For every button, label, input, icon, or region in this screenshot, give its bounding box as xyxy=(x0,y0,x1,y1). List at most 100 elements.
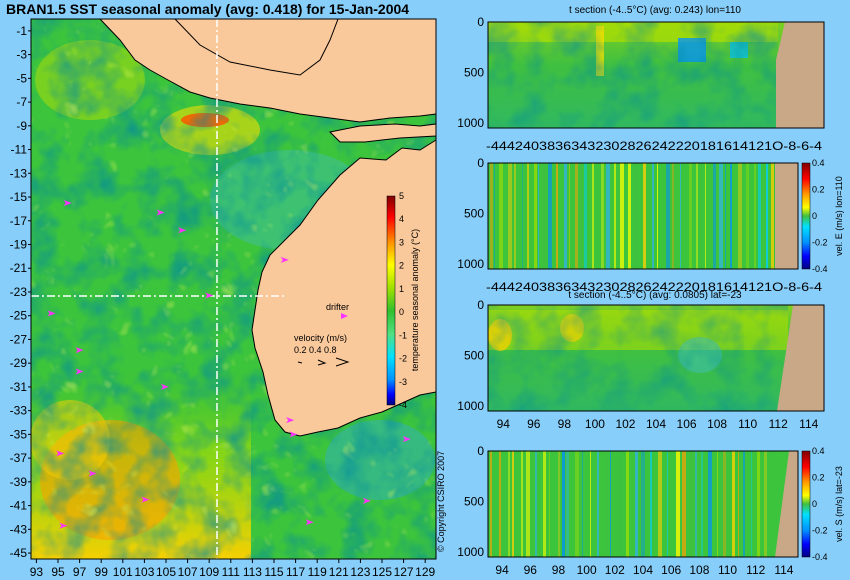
velocity-stripe xyxy=(766,163,768,269)
velocity-stripe xyxy=(597,451,599,557)
velocity-stripe xyxy=(535,451,537,557)
section-t-lon-frame xyxy=(487,21,825,129)
velocity-stripe xyxy=(582,451,583,557)
lon-tick-label: 95 xyxy=(51,565,65,579)
section-vel-lon-stripes xyxy=(490,163,774,269)
velocity-stripe xyxy=(606,451,608,557)
map-colorbar-tick: -4 xyxy=(399,400,407,410)
velocity-stripe xyxy=(494,163,495,269)
section-x-tick-label: 96 xyxy=(527,417,541,431)
map-colorbar-tick: 1 xyxy=(399,284,404,294)
lat-tick-label: -11 xyxy=(11,143,28,157)
velocity-stripe xyxy=(610,451,611,557)
section-x-tick-label: 98 xyxy=(552,563,566,577)
section-t-lat-y-ticks: 0 500 1000 xyxy=(457,298,484,413)
section-vel-lat-field xyxy=(488,451,798,557)
velocity-stripe xyxy=(647,163,649,269)
section-vel-lat-colorbar-ticks: 0.4 0.2 0 -0.2 -0.4 xyxy=(812,446,828,562)
velocity-stripe xyxy=(575,451,579,557)
map-colorbar-tick: -1 xyxy=(399,330,407,340)
velocity-arrow-medium xyxy=(317,359,327,366)
section-vel-lon-colorbar-ticks: 0.4 0.2 0 -0.2 -0.4 xyxy=(812,158,828,274)
lon-tick-label: 117 xyxy=(286,565,305,579)
velocity-legend-values: 0.2 0.4 0.8 xyxy=(294,345,337,355)
velocity-stripe xyxy=(689,163,692,269)
velocity-stripe xyxy=(650,451,652,557)
velocity-stripe xyxy=(549,451,550,557)
velocity-stripe xyxy=(606,163,610,269)
velocity-stripe xyxy=(542,163,546,269)
drifter-marker xyxy=(178,227,187,234)
lat-tick-label: -45 xyxy=(10,546,28,560)
lon-tick-label: 113 xyxy=(243,565,262,579)
velocity-arrow-small xyxy=(297,361,303,364)
lat-tick-label: -31 xyxy=(10,380,28,394)
drifter-marker xyxy=(63,199,72,206)
borneo-land xyxy=(173,18,339,76)
lat-tick-label: -9 xyxy=(16,119,27,133)
velocity-stripe xyxy=(534,163,537,269)
velocity-stripe xyxy=(719,163,723,269)
lat-tick-label: -19 xyxy=(10,237,28,251)
velocity-stripe xyxy=(746,163,749,269)
drifter-marker xyxy=(156,209,165,216)
velocity-stripe xyxy=(558,451,560,557)
lon-tick-label: 109 xyxy=(199,565,219,579)
drifter-legend-icon xyxy=(341,313,348,319)
velocity-stripe xyxy=(643,163,646,269)
velocity-stripe xyxy=(657,163,658,269)
map-colorbar-tick: -3 xyxy=(399,377,407,387)
velocity-stripe xyxy=(635,451,638,557)
section-x-tick-label: 104 xyxy=(633,563,653,577)
velocity-stripe xyxy=(620,163,624,269)
section-x-tick-label: 96 xyxy=(524,563,538,577)
velocity-stripe xyxy=(717,451,718,557)
map-colorbar-tick: 0 xyxy=(399,307,404,317)
section-t-lat-land xyxy=(777,305,824,411)
lon-tick-label: 125 xyxy=(372,565,392,579)
lat-tick-label: -13 xyxy=(10,166,28,180)
lon-tick-label: 111 xyxy=(222,565,241,579)
map-title: BRAN1.5 SST seasonal anomaly (avg: 0.418… xyxy=(6,1,409,17)
lat-tick-label: -7 xyxy=(16,95,27,109)
velocity-stripe xyxy=(526,451,530,557)
lat-tick-label: -25 xyxy=(10,309,28,323)
section-t-lat: t section (-4..5°C) (avg: 0.0805) lat=-2… xyxy=(457,290,825,431)
velocity-stripe xyxy=(527,163,529,269)
drifter-marker xyxy=(88,470,97,477)
section-vel-lon-frame xyxy=(487,162,799,270)
map-colorbar-label: temperature seasonal anomaly (°C) xyxy=(410,229,420,371)
velocity-stripe xyxy=(562,451,565,557)
velocity-stripe xyxy=(556,163,558,269)
drifter-marker xyxy=(56,450,65,457)
drifter-marker xyxy=(47,310,56,317)
map-colorbar-ticks: 5 4 3 2 1 0 -1 -2 -3 -4 xyxy=(399,191,407,410)
lat-tick-label: -5 xyxy=(16,71,27,85)
velocity-stripe xyxy=(490,451,492,557)
drifter-marker xyxy=(305,519,314,526)
section-y-tick-label: 1000 xyxy=(457,399,484,413)
section-t-lat-texture xyxy=(488,305,788,411)
velocity-stripe xyxy=(732,451,735,557)
lon-tick-label: 93 xyxy=(30,565,44,579)
section-colorbar-tick: 0 xyxy=(812,211,817,221)
velocity-arrow-large xyxy=(335,357,350,367)
drifter-marker xyxy=(286,417,295,424)
lon-tick-label: 121 xyxy=(329,565,349,579)
lat-tick-label: -35 xyxy=(10,427,28,441)
velocity-stripe xyxy=(601,163,604,269)
velocity-stripe xyxy=(580,163,583,269)
velocity-legend-title: velocity (m/s) xyxy=(294,333,347,343)
section-colorbar-tick: 0.2 xyxy=(812,473,825,483)
section-x-tick-label: 108 xyxy=(689,563,709,577)
velocity-stripe xyxy=(641,451,645,557)
velocity-stripe xyxy=(614,163,616,269)
velocity-stripe xyxy=(743,451,745,557)
section-y-tick-label: 500 xyxy=(464,348,484,362)
section-x-tick-label: 102 xyxy=(615,417,635,431)
drifter-marker xyxy=(280,256,289,263)
velocity-stripe xyxy=(575,163,578,269)
velocity-stripe xyxy=(757,451,760,557)
